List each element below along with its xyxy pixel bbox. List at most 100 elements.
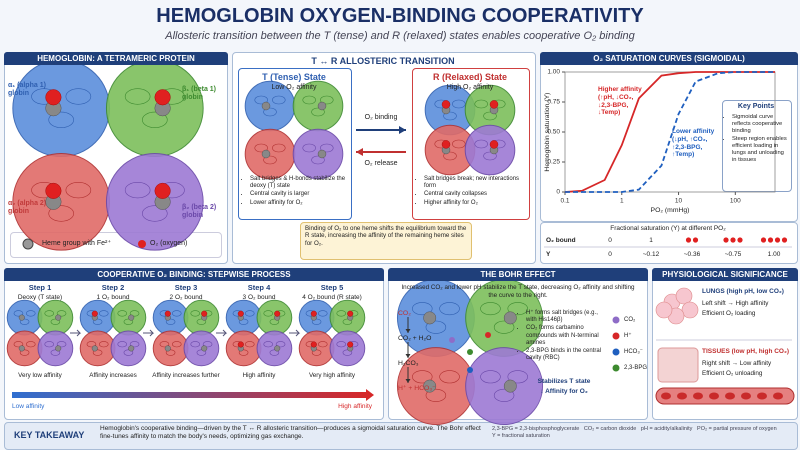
heme	[55, 345, 62, 352]
arrow-label: O₂ release	[364, 160, 398, 167]
o2	[201, 310, 208, 317]
series-annotation: Lower affinity (↓pH, ↑CO₂, ↑2,3-BPG, ↑Te…	[672, 128, 715, 159]
helix	[25, 310, 36, 317]
helix	[86, 341, 97, 348]
helix	[238, 318, 249, 325]
bohr-intro: Increased CO₂ and lower pH stabilize the…	[401, 284, 635, 299]
o2-dot	[767, 237, 774, 243]
helix	[238, 349, 249, 356]
helix	[425, 388, 447, 402]
bullet: Central cavity is larger	[250, 191, 348, 198]
step-label: Step 5	[320, 283, 344, 292]
abbr: PO₂ = partial pressure of oxygen	[697, 426, 777, 432]
subunit-label: α₁ (alpha 1) globin	[8, 82, 46, 98]
step-arrow	[216, 329, 228, 337]
y-tick-label: 0.25	[547, 159, 560, 166]
helix	[117, 341, 128, 348]
takeaway-title: KEY TAKEAWAY	[14, 430, 85, 440]
abbr: 2,3-BPG = 2,3-bisphosphoglycerate	[492, 426, 580, 432]
helix	[56, 341, 67, 348]
x-tick-label: 100	[730, 198, 741, 205]
heme	[423, 379, 437, 393]
state-name: R (Relaxed) State	[432, 72, 508, 82]
tissue	[657, 347, 699, 383]
o2	[237, 310, 244, 317]
helix	[311, 318, 322, 325]
y-tick-label: 0.75	[547, 99, 560, 106]
helix	[317, 310, 328, 317]
state-sub: Low O₂ affinity	[271, 84, 317, 91]
helix	[272, 95, 286, 105]
helix	[65, 182, 92, 199]
o2-dot	[774, 237, 781, 243]
physio-heading: LUNGS (high pH, low CO₂)	[702, 288, 784, 295]
reaction: CO₂	[398, 310, 411, 317]
step-caption: Affinity increases further	[152, 372, 220, 379]
subunit-label: β₁ (beta 1) globin	[182, 86, 217, 102]
o2-icon	[138, 240, 146, 248]
helix	[159, 341, 170, 348]
o2-dot	[685, 237, 692, 243]
helix	[98, 341, 109, 348]
takeaway-text: Hemoglobin's cooperative binding—driven …	[100, 425, 481, 440]
helix	[311, 155, 325, 165]
physio-line: Efficient O₂ unloading	[702, 370, 763, 377]
legend-text: CO₂	[624, 317, 636, 323]
o2-dot	[723, 237, 729, 243]
heme	[201, 345, 208, 352]
helix	[92, 349, 103, 356]
legend-text: 2,3-BPG	[624, 365, 648, 371]
heme	[503, 379, 517, 393]
helix	[65, 88, 92, 105]
bullet: CO₂ forms carbamino compounds with N-ter…	[526, 325, 610, 347]
helix	[44, 310, 55, 317]
helix	[439, 370, 460, 384]
helix	[98, 310, 109, 317]
series-annotation: Higher affinity (↑pH, ↓CO₂, ↓2,3-BPG, ↓T…	[598, 86, 642, 117]
helix	[452, 139, 466, 149]
helix	[425, 320, 447, 334]
helix	[493, 320, 515, 334]
step-caption: Affinity increases	[89, 372, 137, 379]
helix	[483, 111, 497, 121]
bullet: Lower affinity for O₂	[250, 200, 348, 207]
rbc	[773, 392, 783, 400]
o2	[310, 310, 317, 317]
rbc	[725, 392, 735, 400]
heme	[128, 314, 135, 321]
legend-icon	[612, 332, 620, 340]
helix	[263, 155, 277, 165]
helix	[507, 302, 528, 316]
heme	[55, 314, 62, 321]
table-cell: 1	[649, 237, 653, 244]
heme	[164, 345, 171, 352]
rbc	[757, 392, 767, 400]
step-arrow	[289, 329, 301, 337]
abbr: CO₂ = carbon dioxide	[583, 426, 637, 432]
arrowhead	[399, 126, 406, 134]
helix	[342, 349, 353, 356]
alveolus	[681, 301, 699, 319]
heme	[261, 101, 271, 111]
helix	[412, 370, 433, 384]
arrowhead	[405, 329, 411, 333]
title: HEMOGLOBIN OXYGEN-BINDING COOPERATIVITY	[156, 5, 644, 27]
step-arrow	[143, 329, 155, 337]
panel-header: PHYSIOLOGICAL SIGNIFICANCE	[652, 268, 798, 281]
helix	[480, 370, 501, 384]
heme	[317, 101, 327, 111]
table-cell: 0	[608, 251, 612, 258]
helix	[19, 318, 30, 325]
helix	[190, 310, 201, 317]
arrow-label: O₂ binding	[364, 114, 398, 121]
helix	[48, 205, 74, 222]
y-axis-label: Hemoglobin saturation (Y)	[543, 92, 551, 172]
panel-header: O₂ SATURATION CURVES (SIGMOIDAL)	[540, 52, 798, 65]
helix	[336, 341, 347, 348]
bullet: 2,3-BPG binds in the central cavity (RBC…	[526, 348, 610, 362]
helix	[474, 139, 488, 149]
o2	[441, 100, 451, 109]
helix	[483, 151, 497, 161]
